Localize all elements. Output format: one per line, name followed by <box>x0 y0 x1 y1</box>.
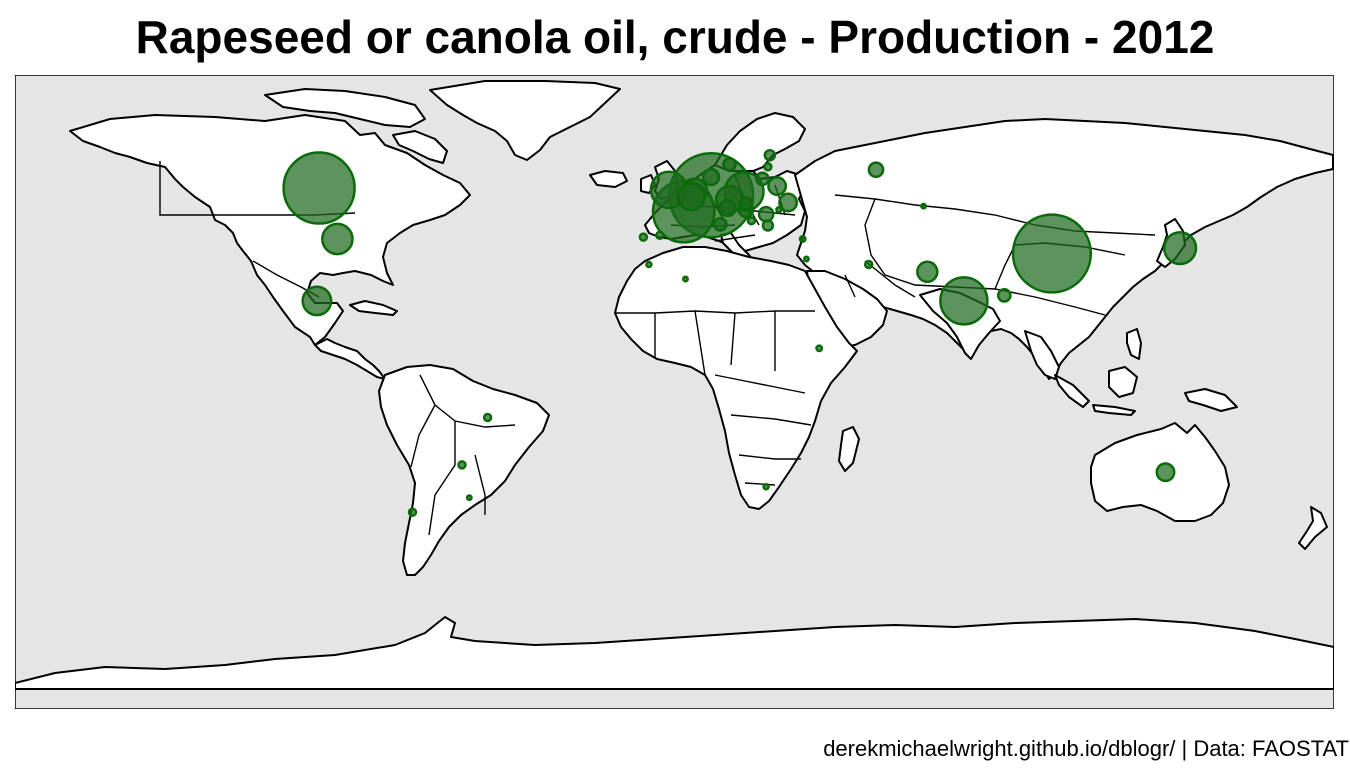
bubble-serbia <box>746 215 757 226</box>
bubble-canada <box>282 151 356 225</box>
bubble-finland <box>763 148 777 162</box>
land-baffin <box>392 130 448 164</box>
bubble-turkey <box>798 235 807 243</box>
bubble-iran <box>863 259 874 270</box>
bubble-australia <box>1155 462 1176 483</box>
land-iceland <box>589 170 628 188</box>
bubble-paraguay <box>457 460 467 470</box>
land-cuba <box>349 300 398 316</box>
bubble-united-states <box>321 222 354 256</box>
land-madagascar <box>838 426 860 472</box>
bubble-syria <box>802 255 810 263</box>
land-new-zealand <box>1298 506 1328 550</box>
country-borders <box>159 161 1156 536</box>
bubble-belgium <box>676 182 706 212</box>
land-antarctica <box>15 616 1334 690</box>
land-southeast-asia <box>1024 330 1060 380</box>
bubble-china <box>1011 213 1093 294</box>
land-new-guinea <box>1184 388 1238 412</box>
bubble-russia <box>867 161 885 179</box>
map-title: Rapeseed or canola oil, crude - Producti… <box>135 11 1215 63</box>
world-map <box>15 75 1334 709</box>
bubble-bangladesh <box>996 288 1012 303</box>
bubble-pakistan <box>916 260 939 284</box>
bubble-estonia <box>763 162 773 172</box>
land-sumatra <box>1054 374 1090 408</box>
land-greenland <box>429 80 621 161</box>
bubble-spain <box>655 230 665 241</box>
bubble-brazil <box>482 412 493 423</box>
bubble-belarus <box>767 176 788 197</box>
land-central-america <box>314 338 386 380</box>
bubble-mexico <box>301 285 333 317</box>
source-caption: derekmichaelwright.github.io/dblogr/ | D… <box>823 736 1349 761</box>
land-south-america <box>378 364 550 576</box>
bubble-india <box>939 276 989 326</box>
bubble-austria <box>718 198 737 218</box>
bubble-romania <box>757 205 775 223</box>
bubble-south-africa <box>762 482 770 491</box>
bubble-sweden <box>722 156 737 172</box>
land-java <box>1092 404 1136 416</box>
bubble-slovakia <box>738 196 754 211</box>
bubble-denmark <box>701 167 721 187</box>
bubble-kazakhstan <box>920 202 928 210</box>
bubble-italy <box>712 217 728 232</box>
bubble-ukraine <box>778 192 799 213</box>
bubble-bulgaria <box>761 219 775 232</box>
land-philippines <box>1126 328 1142 360</box>
land-arctic-islands <box>264 88 426 128</box>
bubble-ethiopia <box>815 344 824 353</box>
bubble-morocco <box>645 260 653 269</box>
bubble-algeria <box>682 275 689 283</box>
bubble-moldova <box>775 206 783 214</box>
bubble-portugal <box>638 232 649 242</box>
bubble-uruguay <box>465 494 473 502</box>
bubble-chile <box>407 507 418 517</box>
production-bubbles <box>282 148 1198 517</box>
bubble-japan <box>1162 230 1198 266</box>
land-borneo <box>1108 366 1138 398</box>
land-north-america <box>69 114 471 346</box>
bubble-lithuania <box>755 171 770 187</box>
